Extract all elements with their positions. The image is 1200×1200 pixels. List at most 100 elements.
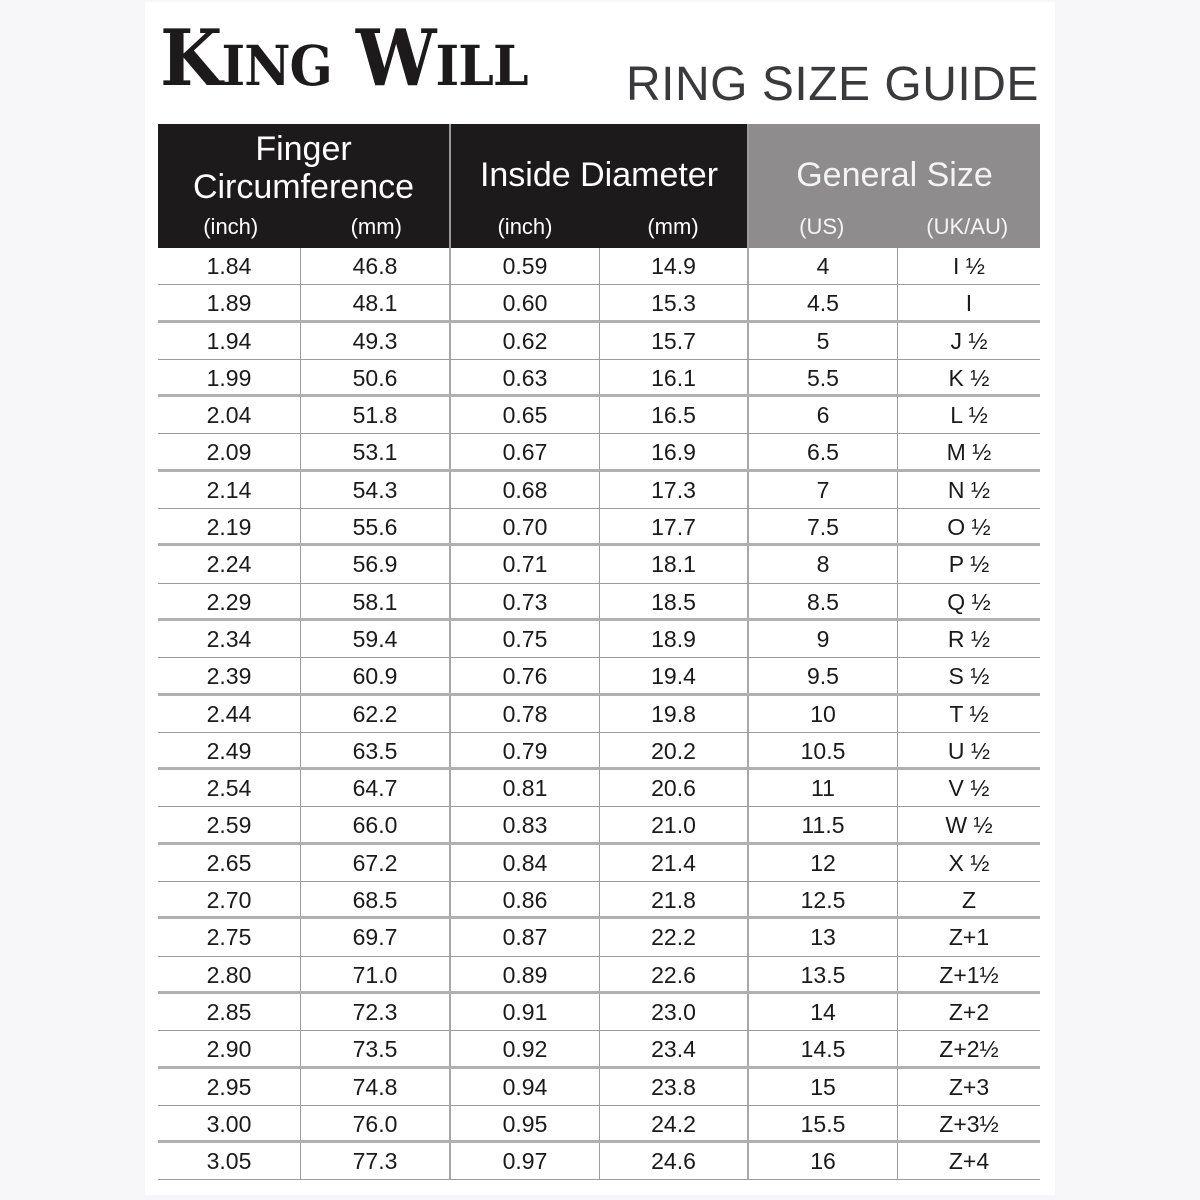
table-cell: 21.8 <box>600 882 749 917</box>
table-row: 2.39 60.9 0.76 19.4 9.5 S ½ <box>158 658 1040 696</box>
table-cell: 2.90 <box>158 1031 301 1066</box>
table-cell: 2.04 <box>158 397 301 434</box>
table-cell: 0.71 <box>451 546 600 583</box>
table-cell: 0.65 <box>451 397 600 434</box>
table-cell: Z+3 <box>948 1073 990 1100</box>
table-cell: 16.5 <box>600 397 749 434</box>
table-cell: 0.86 <box>451 882 600 917</box>
table-cell: Z+2 <box>948 998 990 1025</box>
table-cell: 9 <box>749 620 898 658</box>
table-row: 2.44 62.2 0.78 19.8 10 T ½ <box>158 695 1040 733</box>
table-cell: Z <box>961 887 977 914</box>
table-cell: 49.3 <box>301 322 451 359</box>
table-cell: 2.14 <box>158 471 301 509</box>
table-cell: 73.5 <box>301 1031 451 1066</box>
table-cell: Z+4 <box>948 1148 990 1175</box>
table-cell: 11.5 <box>749 807 898 842</box>
table-cell: 17.3 <box>600 471 749 509</box>
table-cell: 21.0 <box>600 807 749 842</box>
table-cell: 21.4 <box>600 844 749 882</box>
table-cell: 2.70 <box>158 882 301 917</box>
table-cell: Z+3½ <box>939 1110 999 1137</box>
table-cell: 2.54 <box>158 770 301 807</box>
table-cell: 6.5 <box>749 434 898 469</box>
table-cell: 69.7 <box>301 919 451 956</box>
table-row: 2.24 56.9 0.71 18.1 8 P ½ <box>158 546 1040 584</box>
header-title-line-2: Circumference <box>192 168 415 206</box>
table-cell: 13.5 <box>749 956 898 991</box>
table-cell: 2.34 <box>158 620 301 658</box>
table-cell: 2.65 <box>158 844 301 882</box>
table-cell: 16.9 <box>600 434 749 469</box>
table-cell: 54.3 <box>301 471 451 509</box>
table-cell: 2.80 <box>158 956 301 991</box>
table-cell: 0.67 <box>451 434 600 469</box>
table-cell: 0.78 <box>451 695 600 732</box>
table-cell: L ½ <box>950 402 988 429</box>
table-cell: 48.1 <box>301 285 451 320</box>
unit-label: (mm) <box>350 214 402 239</box>
unit-label: (UK/AU) <box>926 214 1009 239</box>
table-cell: I ½ <box>953 253 985 279</box>
table-cell: 2.85 <box>158 993 301 1031</box>
table-cell: 1.84 <box>158 248 301 285</box>
header-units: (inch) (mm) <box>158 214 449 240</box>
table-cell: T ½ <box>949 700 989 727</box>
table-cell: 1.89 <box>158 285 301 320</box>
table-cell: 0.92 <box>451 1031 600 1066</box>
table-body: 1.84 46.8 0.59 14.9 4 I ½ 1.89 48.1 0.60 15.3 4.5 I… <box>158 248 1040 1181</box>
table-cell: N ½ <box>947 476 991 503</box>
header-group-general-size: General Size (US) (UK/AU) <box>749 124 1040 248</box>
table-cell: 18.1 <box>600 546 749 583</box>
table-cell: 2.39 <box>158 658 301 693</box>
table-cell: Z+1½ <box>939 961 999 988</box>
table-cell: 8 <box>749 546 898 583</box>
header-units: (US) (UK/AU) <box>749 214 1040 240</box>
table-cell: 7.5 <box>749 509 898 544</box>
table-cell: 14.9 <box>600 248 749 285</box>
table-cell: 2.49 <box>158 732 301 768</box>
table-cell: 46.8 <box>301 248 451 285</box>
table-cell: 20.6 <box>600 770 749 807</box>
table-cell: 68.5 <box>301 882 451 917</box>
table-row: 2.04 51.8 0.65 16.5 6 L ½ <box>158 397 1040 435</box>
table-cell: 2.44 <box>158 695 301 732</box>
table-cell: 63.5 <box>301 732 451 768</box>
table-cell: 2.29 <box>158 583 301 618</box>
table-cell: 0.79 <box>451 732 600 768</box>
table-cell: 13 <box>749 919 898 956</box>
table-cell: M ½ <box>946 439 992 466</box>
header-group-finger-circumference: Finger Circumference (inch) (mm) <box>158 124 451 248</box>
table-cell: 55.6 <box>301 509 451 544</box>
table-row: 2.95 74.8 0.94 23.8 15 Z+3 <box>158 1068 1040 1106</box>
table-cell: 0.97 <box>451 1143 600 1180</box>
table-cell: 12.5 <box>749 882 898 917</box>
table-cell: P ½ <box>948 551 990 578</box>
table-cell: 22.2 <box>600 919 749 956</box>
table-cell: 77.3 <box>301 1143 451 1180</box>
table-cell: 0.87 <box>451 919 600 956</box>
table-cell: 24.2 <box>600 1105 749 1141</box>
header-title: Inside Diameter <box>479 156 719 194</box>
table-cell: 15.7 <box>600 322 749 359</box>
table-cell: 17.7 <box>600 509 749 544</box>
table-cell: 9.5 <box>749 658 898 693</box>
table-cell: 23.0 <box>600 993 749 1031</box>
table-row: 1.99 50.6 0.63 16.1 5.5 K ½ <box>158 359 1040 398</box>
table-cell: 7 <box>749 471 898 509</box>
table-cell: 0.75 <box>451 620 600 658</box>
table-row: 2.90 73.5 0.92 23.4 14.5 Z+2½ <box>158 1031 1040 1069</box>
table-cell: X ½ <box>948 849 990 876</box>
table-row: 3.00 76.0 0.95 24.2 15.5 Z+3½ <box>158 1105 1040 1144</box>
table-cell: 0.81 <box>451 770 600 807</box>
table-cell: W ½ <box>945 812 993 839</box>
table-cell: 56.9 <box>301 546 451 583</box>
table-cell: 18.9 <box>600 620 749 658</box>
table-cell: 0.73 <box>451 583 600 618</box>
table-row: 2.85 72.3 0.91 23.0 14 Z+2 <box>158 993 1040 1032</box>
header-title-line-1: Finger <box>255 130 352 168</box>
table-cell: 14 <box>749 993 898 1031</box>
header-units: (inch) (mm) <box>451 214 747 240</box>
table-cell: 15.5 <box>749 1105 898 1141</box>
table-cell: 19.4 <box>600 658 749 693</box>
